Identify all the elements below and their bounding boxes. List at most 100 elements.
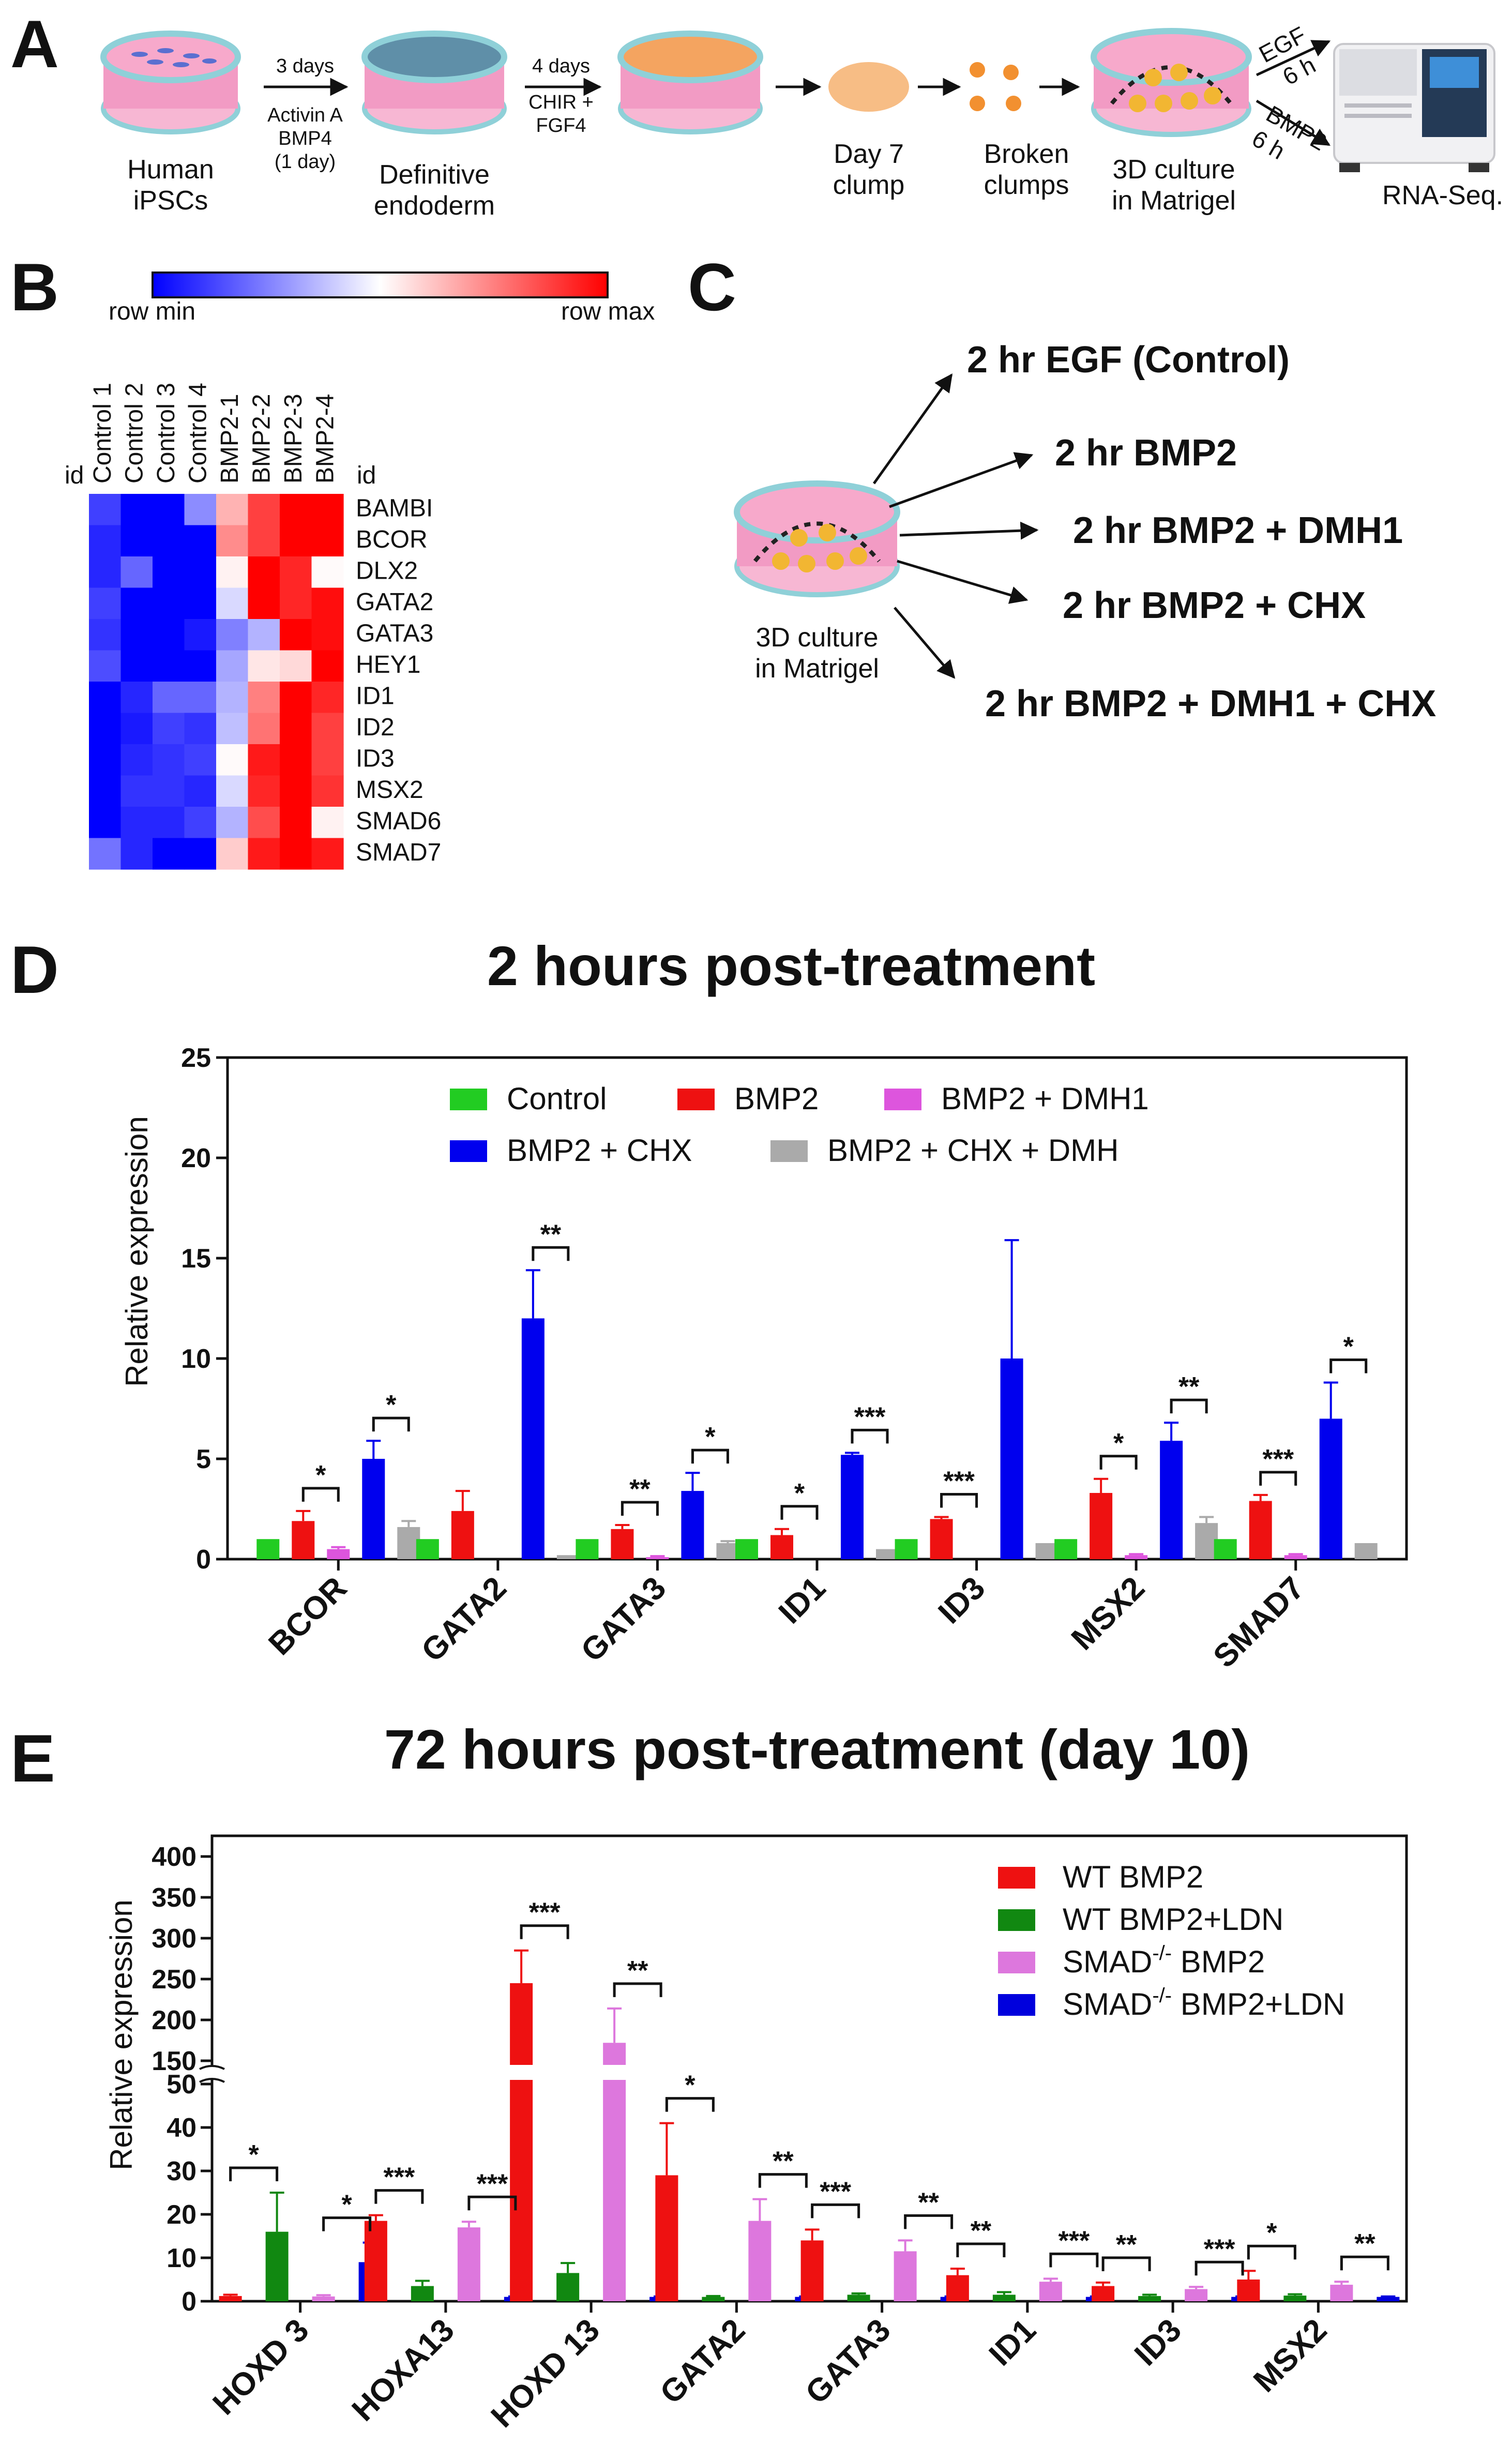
bar-d-bmp2-chx-smad7 [1319, 1418, 1342, 1559]
heatmap-cell-id1-bmp2-1 [216, 682, 249, 714]
broken-clumps-icon [970, 62, 1021, 111]
heatmap-cell-msx2-bmp2-1 [216, 775, 249, 807]
sig-e-hoxd-13-bracket [520, 1924, 569, 1939]
heatmap-cell-msx2-control-4 [184, 775, 217, 807]
heatmap-cell-id2-control-4 [184, 713, 217, 745]
sig-e-gata3-stars: ** [918, 2187, 939, 2217]
ipsc-label-2: iPSCs [133, 186, 208, 216]
heatmap-cell-gata3-bmp2-4 [311, 619, 344, 651]
heatmap-cell-hey1-control-1 [89, 650, 122, 682]
chart-e-ytick-label: 300 [152, 1924, 196, 1954]
clump-icon [828, 62, 909, 112]
bar-d-bmp2-smad7 [1249, 1501, 1272, 1559]
heatmap-cell-smad6-control-3 [153, 807, 185, 839]
treatment-bmp2-chx: 2 hr BMP2 + CHX [1063, 585, 1366, 626]
legend-d-label-bmp2-chx-dmh: BMP2 + CHX + DMH [827, 1133, 1118, 1168]
heatmap-row-label: ID1 [356, 683, 395, 710]
sig-d-gata3-stars: * [705, 1422, 716, 1452]
sig-d-smad7-bracket [1329, 1359, 1368, 1374]
heatmap-cell-smad7-bmp2-2 [248, 838, 280, 870]
bar-d-bmp2-chx-dmh-id1 [876, 1549, 899, 1559]
sig-d-msx2-bracket [1170, 1398, 1208, 1414]
heatmap-cell-id3-bmp2-3 [280, 744, 312, 776]
heatmap-row-labels: BAMBI BCOR DLX2 GATA2 GATA3 HEY1 ID1 ID2 ID3 MSX2… [356, 495, 441, 867]
chart-d-category-label: BCOR [262, 1570, 354, 1662]
bar-e-smad-bmp2-gata3 [894, 2251, 917, 2301]
clump-label-2: clump [833, 170, 905, 200]
bar-e-wt-bmp2-id3 [1092, 2286, 1115, 2301]
sig-d-smad7-stars: * [1343, 1332, 1354, 1362]
arrow-1-duration: 3 days [276, 55, 334, 77]
heatmap-cell-smad7-bmp2-4 [311, 838, 344, 870]
heatmap-cell-gata3-bmp2-3 [280, 619, 312, 651]
heatmap-cell-id1-bmp2-2 [248, 682, 280, 714]
sig-e-msx2-bracket [1247, 2244, 1296, 2260]
heatmap-cell-gata3-bmp2-2 [248, 619, 280, 651]
legend-d-label-control: Control [507, 1081, 607, 1116]
heatmap-cell-hey1-bmp2-4 [311, 650, 344, 682]
chart-e-axis-break-mark [199, 2065, 225, 2070]
heatmap-cell-id2-bmp2-4 [311, 713, 344, 745]
heatmap-row-label: ID2 [356, 714, 395, 741]
heatmap-cell-bcor-control-1 [89, 525, 122, 557]
sig-e-gata2-stars: * [685, 2071, 695, 2101]
sig-d-msx2-stars: ** [1178, 1372, 1200, 1402]
ipsc-label-1: Human [127, 155, 214, 185]
heatmap-cell-hey1-control-2 [120, 650, 153, 682]
bar-d-control-msx2 [1054, 1539, 1078, 1559]
chart-d-category-label: GATA2 [415, 1570, 513, 1669]
sig-d-bcor-bracket [301, 1487, 340, 1502]
chart-e-ytick-label: 10 [167, 2243, 196, 2273]
bar-e-wt-bmp2-ldn-gata3 [847, 2295, 870, 2301]
sig-e-id3-stars: ** [1116, 2230, 1137, 2260]
heatmap-cell-id2-control-2 [120, 713, 153, 745]
sig-e-msx2-stars: ** [1354, 2229, 1375, 2259]
chart-d-ytick-label: 20 [181, 1143, 211, 1173]
sig-d-gata3-bracket [691, 1448, 729, 1464]
chart-d-ylabel: Relative expression [119, 1116, 154, 1387]
heatmap-row-label: SMAD7 [356, 839, 441, 866]
sig-e-gata2-bracket [758, 2173, 808, 2188]
bar-d-bmp2-dmh1-smad7 [1284, 1555, 1307, 1559]
matrigel-dish-icon [1091, 28, 1252, 137]
chart-d-category-label: ID1 [772, 1570, 833, 1631]
heatmap-cell-smad6-bmp2-4 [311, 807, 344, 839]
sig-e-hoxd-3-bracket [229, 2166, 279, 2181]
bar-d-bmp2-id3 [930, 1519, 953, 1559]
bar-e-smad-bmp2-id3 [1185, 2289, 1208, 2301]
chart-d-legend: Control BMP2 BMP2 + DMH1 BMP2 + CHX BMP2 + C… [450, 1081, 1149, 1168]
bar-d-bmp2-chx-gata2 [521, 1318, 545, 1559]
chart-d-plot: 0 5 10 15 20 25 BCOR GATA2 GATA3 ID1 ID3 MSX2 SMAD7 *… [181, 1043, 1378, 1674]
sig-e-msx2-stars: * [1266, 2218, 1277, 2248]
chart-d-frame [226, 1056, 1408, 1561]
heatmap-cell-id1-control-1 [89, 682, 122, 714]
heatmap-cell-id1-bmp2-3 [280, 682, 312, 714]
heatmap-cell-dlx2-bmp2-1 [216, 556, 249, 588]
chart-e-category-label: GATA2 [653, 2312, 752, 2411]
chart-e-ytick-label: 250 [152, 1965, 196, 1995]
culture-label-1: 3D culture [1113, 155, 1235, 185]
heatmap-cell-id3-control-3 [153, 744, 185, 776]
bar-e-smad-bmp2-hoxa13 [457, 2227, 480, 2301]
chart-d-ytick-label: 10 [181, 1344, 211, 1374]
heatmap-cell-hey1-bmp2-2 [248, 650, 280, 682]
bar-e-smad-bmp2-id1 [1039, 2282, 1062, 2301]
bar-d-bmp2-gata2 [451, 1511, 474, 1559]
chart-e-ytick-label: 0 [182, 2287, 196, 2317]
heatmap-cell-bambi-control-2 [120, 494, 153, 526]
treatment-arrow-3-icon [899, 521, 1039, 540]
bar-e-wt-bmp2-hoxd-13 [510, 1983, 533, 2301]
heatmap-cell-gata3-control-1 [89, 619, 122, 651]
chart-d-category-label: GATA3 [574, 1570, 673, 1669]
heatmap-cell-msx2-control-3 [153, 775, 185, 807]
panel-b-letter: B [10, 249, 59, 325]
heatmap-cell-msx2-bmp2-3 [280, 775, 312, 807]
heatmap-cell-id2-control-3 [153, 713, 185, 745]
heatmap-cell-id1-control-2 [120, 682, 153, 714]
sig-d-id1-bracket [780, 1505, 819, 1520]
legend-e-swatch-smad-bmp2-ldn [998, 1994, 1035, 2016]
sig-e-id1-bracket [956, 2242, 1006, 2257]
panel-d-letter: D [10, 932, 59, 1007]
endoderm-label-1: Definitive [379, 160, 490, 190]
